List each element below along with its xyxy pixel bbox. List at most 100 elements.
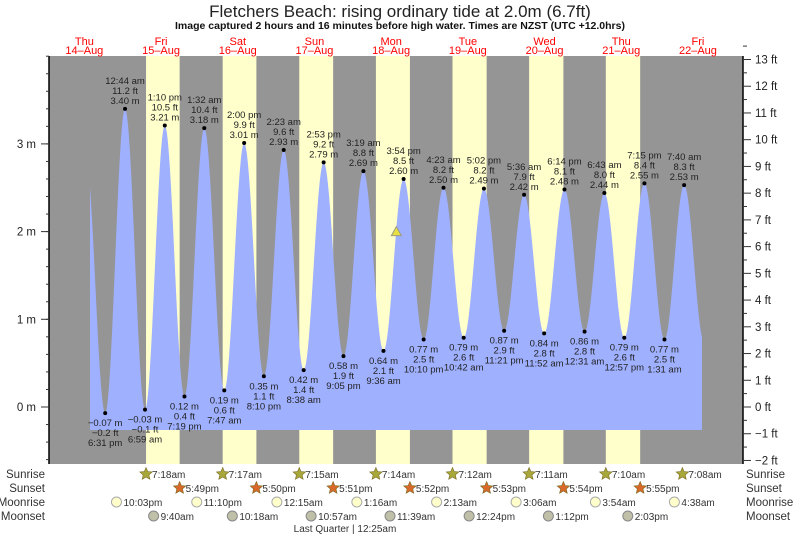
tide-point: [222, 388, 227, 393]
sunrise-time: 7:15am: [305, 470, 338, 481]
sunset-time: 5:50pm: [262, 484, 295, 495]
high-tide-ft: 8.5 ft: [393, 156, 414, 167]
low-tide-ft: 2.9 ft: [494, 346, 515, 357]
right-tick-label: 13 ft: [755, 54, 778, 66]
low-tide-time: 9:36 am: [366, 376, 400, 387]
moonset-icon: [542, 510, 554, 522]
moonrise-icon: [668, 496, 680, 508]
high-tide-time: 2:53 pm: [306, 129, 340, 140]
tide-point: [522, 192, 527, 197]
sunset-time: 5:52pm: [416, 484, 449, 495]
row-label-moonset: Moonset: [1, 511, 46, 523]
row-label-sunset: Sunset: [9, 483, 46, 495]
low-tide-ft: 0.6 ft: [214, 405, 235, 416]
tide-point: [281, 148, 286, 153]
high-tide-time: 2:23 am: [267, 117, 301, 128]
low-tide-ft: 0.4 ft: [174, 411, 195, 422]
tide-point: [481, 186, 486, 191]
high-tide-time: 7:40 am: [667, 152, 701, 163]
moon-phase-label: Last Quarter | 12:25am: [294, 524, 397, 535]
high-tide-time: 6:14 pm: [547, 157, 581, 168]
high-tide-time: 5:02 pm: [467, 156, 501, 167]
high-tide-time: 12:44 am: [105, 76, 145, 87]
sunset-icon: [326, 480, 341, 494]
tide-point: [361, 169, 366, 174]
moonset-icon: [226, 510, 238, 522]
tide-point: [301, 368, 306, 373]
row-label-sunset-right: Sunset: [746, 483, 783, 495]
high-tide-m: 2.50 m: [429, 175, 458, 186]
right-tick-label: 12 ft: [755, 81, 778, 93]
row-label-sunrise-right: Sunrise: [746, 469, 785, 481]
right-tick-label: 10 ft: [755, 135, 778, 147]
day-label-dow: Thu: [75, 36, 94, 48]
low-tide-time: 8:38 am: [287, 395, 321, 406]
sunrise-icon: [368, 466, 383, 480]
tide-point: [123, 106, 128, 111]
row-label-moonset-right: Moonset: [746, 511, 791, 523]
moonrise-icon: [110, 496, 122, 508]
sunset-icon: [249, 480, 264, 494]
day-label-date: 19–Aug: [449, 45, 487, 57]
low-tide-m: 0.64 m: [369, 356, 398, 367]
high-tide-ft: 8.2 ft: [473, 166, 494, 177]
high-tide-time: 1:32 am: [187, 95, 221, 106]
moonset-time: 2:03pm: [635, 512, 668, 523]
low-tide-m: 0.79 m: [610, 343, 639, 354]
tide-point: [662, 337, 667, 342]
sunrise-time: 7:14am: [382, 470, 415, 481]
moonset-icon: [148, 510, 160, 522]
right-tick-label: 11 ft: [755, 108, 777, 120]
low-tide-time: 12:31 am: [565, 357, 605, 368]
tide-point: [381, 348, 386, 353]
sunrise-icon: [522, 466, 537, 480]
high-tide-time: 6:43 am: [587, 160, 621, 171]
high-tide-ft: 10.4 ft: [191, 105, 218, 116]
current-tide-marker: [390, 225, 403, 237]
chart-subtitle: Image captured 2 hours and 16 minutes be…: [175, 20, 625, 32]
tide-point: [502, 328, 507, 333]
high-tide-ft: 8.4 ft: [634, 160, 655, 171]
high-tide-time: 3:54 pm: [386, 146, 420, 157]
day-label-date: 15–Aug: [142, 45, 180, 57]
low-tide-ft: 2.5 ft: [654, 354, 675, 365]
low-tide-ft: 2.6 ft: [453, 353, 474, 364]
high-tide-m: 2.60 m: [389, 166, 418, 177]
right-tick-label: −1 ft: [755, 429, 779, 441]
low-tide-ft: −0.1 ft: [132, 425, 159, 436]
moonrise-icon: [431, 496, 443, 508]
sunset-icon: [402, 480, 417, 494]
day-label-dow: Tue: [459, 36, 478, 48]
high-tide-ft: 8.1 ft: [554, 167, 575, 178]
right-tick-label: 0 ft: [755, 402, 772, 414]
tide-point: [642, 181, 647, 186]
tide-point: [602, 191, 607, 196]
low-tide-time: 6:59 am: [128, 435, 162, 446]
moonset-time: 10:18am: [239, 512, 278, 523]
sunset-time: 5:53pm: [493, 484, 526, 495]
moonrise-time: 12:15am: [284, 498, 323, 509]
moonset-time: 9:40am: [161, 512, 194, 523]
moonrise-time: 2:13am: [444, 498, 477, 509]
tide-point: [202, 126, 207, 131]
low-tide-time: 7:19 pm: [167, 421, 201, 432]
sunrise-time: 7:08am: [688, 470, 721, 481]
low-tide-ft: 2.5 ft: [413, 354, 434, 365]
right-tick-label: 7 ft: [755, 215, 772, 227]
day-label-date: 18–Aug: [372, 45, 410, 57]
moonrise-icon: [510, 496, 522, 508]
low-tide-m: 0.19 m: [210, 395, 239, 406]
low-tide-m: 0.42 m: [289, 375, 318, 386]
low-tide-time: 11:52 am: [525, 358, 564, 369]
moonset-time: 12:24pm: [476, 512, 515, 523]
high-tide-m: 2.44 m: [590, 180, 619, 191]
tide-point: [461, 335, 466, 340]
axes: Thu14–AugFri15–AugSat16–AugSun17–AugMon1…: [17, 36, 779, 467]
tide-point: [321, 160, 326, 165]
moonset-time: 10:57am: [318, 512, 357, 523]
right-tick-label: 5 ft: [755, 268, 772, 280]
low-tide-ft: 2.6 ft: [614, 353, 635, 364]
high-tide-m: 3.40 m: [111, 96, 140, 107]
moonrise-time: 1:16am: [364, 498, 397, 509]
